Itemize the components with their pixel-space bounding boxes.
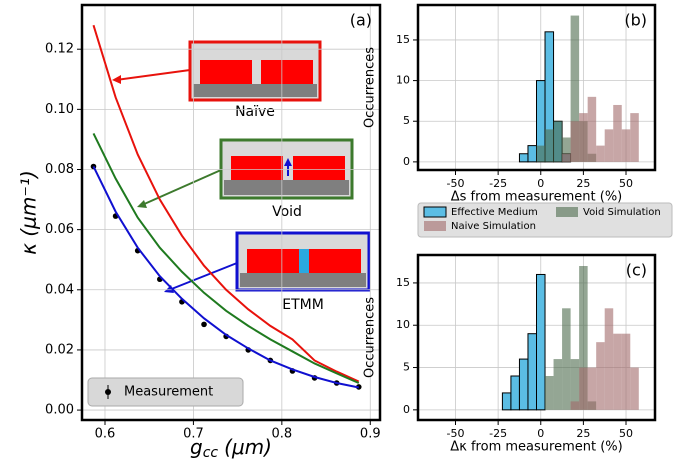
y-tick-label: 10 <box>396 74 410 87</box>
histogram-bar <box>579 266 588 410</box>
histogram-bar <box>621 129 631 162</box>
histogram-bar <box>596 145 605 162</box>
histogram-bar <box>562 153 571 162</box>
x-axis-label-main: g <box>190 435 203 459</box>
panel-label: (c) <box>626 261 647 280</box>
y-axis-label: κ (μm⁻¹) <box>17 170 41 255</box>
x-tick-label: -25 <box>489 177 507 190</box>
histogram-bar <box>501 392 512 411</box>
y-tick-label: 0.06 <box>45 222 74 237</box>
histogram-bar <box>587 367 597 410</box>
histogram-bar <box>630 113 639 162</box>
histogram-bar <box>570 401 580 410</box>
histogram-bar <box>596 342 605 410</box>
plot-frame <box>416 3 657 172</box>
x-tick-label: 50 <box>619 177 633 190</box>
inset-label: Naïve <box>235 104 275 120</box>
inset-etmm <box>164 231 371 293</box>
x-tick-label: 25 <box>576 177 590 190</box>
histogram-bar <box>570 121 580 162</box>
histogram-bar <box>518 358 529 411</box>
y-tick-label: 0.08 <box>45 162 74 177</box>
x-tick-label: -50 <box>447 427 465 440</box>
histogram-bar <box>613 104 622 162</box>
legend-swatch <box>423 206 447 218</box>
histogram-bar <box>562 137 571 162</box>
model-curve <box>92 24 360 383</box>
legend-label: Naive Simulation <box>451 221 536 232</box>
histogram-bar <box>587 96 597 162</box>
inset-label: Void <box>272 204 302 220</box>
histogram-bar <box>553 359 563 410</box>
y-axis-label: Occurrences <box>363 47 378 128</box>
y-tick-label: 0.10 <box>45 102 74 117</box>
measurement-point <box>201 321 207 328</box>
plot-frame <box>80 3 382 422</box>
x-axis-label-unit: (μm) <box>224 435 272 459</box>
histogram-bar <box>553 121 563 162</box>
histogram-bar <box>604 129 614 162</box>
model-curve <box>92 132 360 384</box>
histogram-bar <box>536 145 546 162</box>
histogram-bar <box>536 273 546 411</box>
inset-label: ETMM <box>282 297 324 313</box>
histogram-bar <box>562 308 571 410</box>
x-tick-label: 0 <box>537 427 544 440</box>
x-tick-label: 0.7 <box>183 427 204 442</box>
legend-swatch <box>556 207 578 217</box>
histogram-bar <box>518 153 529 163</box>
y-tick-label: 0 <box>403 155 410 168</box>
legend-label: Effective Medium <box>451 207 538 218</box>
y-tick-label: 5 <box>403 361 410 374</box>
panel-label: (b) <box>624 11 647 30</box>
panel-label: (a) <box>350 11 372 30</box>
histogram-bar <box>613 333 622 410</box>
histogram-bar <box>570 359 580 410</box>
x-tick-label: -25 <box>489 427 507 440</box>
histogram-bar <box>527 145 537 163</box>
y-tick-label: 0.04 <box>45 282 74 297</box>
legend <box>87 377 244 407</box>
y-tick-label: 5 <box>403 114 410 127</box>
legend-label: Measurement <box>124 385 213 400</box>
x-axis-label: Δs from measurement (%) <box>451 190 623 205</box>
legend <box>417 202 673 238</box>
x-tick-label: 50 <box>619 427 633 440</box>
histogram-bar <box>621 333 631 410</box>
histogram-bar <box>579 367 588 410</box>
histogram-bar <box>570 15 580 162</box>
x-tick-label: 0.9 <box>360 427 381 442</box>
y-axis-label: Occurrences <box>363 297 378 378</box>
y-tick-label: 0.00 <box>45 403 74 418</box>
y-tick-label: 0 <box>403 403 410 416</box>
x-tick-label: 25 <box>576 427 590 440</box>
histogram-bar <box>510 375 520 411</box>
x-tick-label: -50 <box>447 177 465 190</box>
plot-frame <box>416 253 657 422</box>
legend-label: Void Simulation <box>583 207 661 218</box>
y-tick-label: 0.12 <box>45 42 74 57</box>
x-axis-label: Δκ from measurement (%) <box>450 440 622 455</box>
y-tick-label: 0.02 <box>45 342 74 357</box>
histogram-bar <box>545 129 554 162</box>
legend-swatch <box>424 221 446 231</box>
histogram-bar <box>604 308 614 410</box>
histogram-bar <box>630 367 639 410</box>
inset-void <box>137 138 354 208</box>
y-tick-label: 15 <box>396 33 410 46</box>
y-tick-label: 15 <box>396 276 410 289</box>
model-curve <box>92 166 359 389</box>
x-axis-label-sub: cc <box>203 445 219 461</box>
x-tick-label: 0.8 <box>272 427 293 442</box>
x-axis-label: gcc (μm) <box>190 435 272 462</box>
y-tick-label: 10 <box>396 318 410 331</box>
histogram-bar <box>527 333 537 411</box>
inset-naive <box>112 40 322 102</box>
histogram-bar <box>579 113 588 162</box>
x-tick-label: 0.6 <box>95 427 116 442</box>
histogram-bar <box>545 376 554 410</box>
x-tick-label: 0 <box>537 177 544 190</box>
